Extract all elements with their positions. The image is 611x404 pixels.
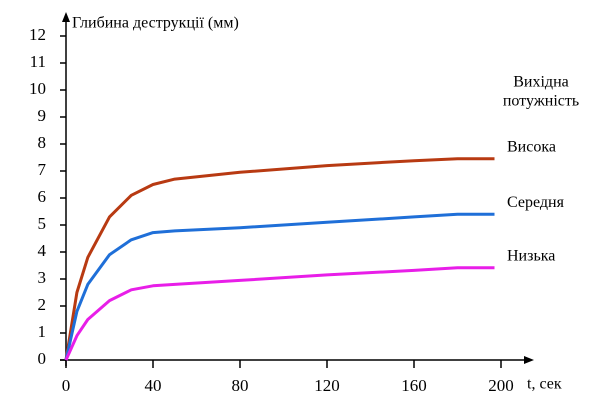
- legend-title: Вихідна: [513, 74, 568, 91]
- y-tick-label: 8: [38, 133, 47, 152]
- series-line: [64, 157, 495, 361]
- y-tick-label: 9: [38, 106, 47, 125]
- x-tick-label: 40: [145, 376, 162, 395]
- x-axis-arrow: [524, 356, 534, 364]
- y-tick-label: 3: [38, 268, 47, 287]
- y-tick-label: 12: [29, 25, 46, 44]
- y-axis-arrow: [62, 12, 70, 22]
- legend-title: потужність: [503, 93, 579, 110]
- y-tick-label: 7: [38, 160, 47, 179]
- y-tick-label: 1: [38, 322, 47, 341]
- x-axis-label: t, сек: [527, 376, 562, 393]
- y-tick-label: 5: [38, 214, 47, 233]
- y-tick-label: 0: [38, 349, 47, 368]
- y-tick-label: 6: [38, 187, 47, 206]
- y-tick-label: 2: [38, 295, 47, 314]
- y-tick-label: 4: [38, 241, 47, 260]
- series-line: [64, 212, 495, 361]
- x-tick-label: 80: [232, 376, 249, 395]
- y-tick-label: 10: [29, 79, 46, 98]
- series-label: Висока: [507, 139, 556, 156]
- x-tick-label: 0: [62, 376, 71, 395]
- series-line: [64, 266, 495, 361]
- series-label: Низька: [507, 247, 555, 264]
- series-label: Середня: [507, 194, 565, 211]
- y-axis-label: Глибина деструкції (мм): [72, 15, 239, 32]
- x-tick-label: 160: [401, 376, 427, 395]
- x-tick-label: 200: [488, 376, 514, 395]
- y-tick-label: 11: [30, 52, 46, 71]
- x-tick-label: 120: [314, 376, 340, 395]
